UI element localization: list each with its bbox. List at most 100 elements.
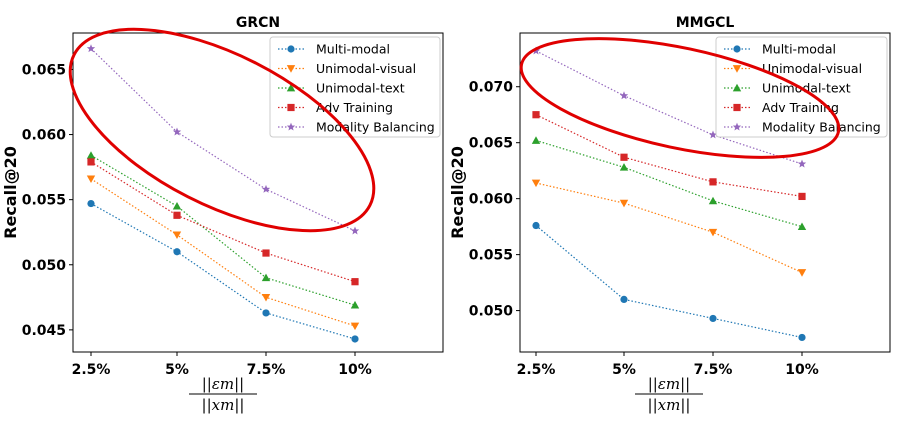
legend-marker — [733, 45, 741, 53]
x-axis-label-denominator: ||xm|| — [202, 396, 245, 414]
series-line-multi-modal — [535, 225, 803, 339]
legend-label: Adv Training — [316, 100, 393, 115]
series-line-modality-balancing — [90, 48, 356, 232]
y-tick-label: 0.065 — [22, 62, 66, 78]
data-point-multi-modal — [709, 314, 717, 323]
x-tick-label: 7.5% — [694, 362, 733, 378]
data-point-unimodal-visual — [261, 293, 271, 302]
legend-marker — [286, 65, 296, 73]
y-tick-label: 0.060 — [469, 192, 514, 208]
legend-label: Modality Balancing — [316, 120, 435, 135]
y-tick-label: 0.045 — [22, 323, 66, 339]
data-point-unimodal-text — [531, 136, 541, 144]
y-axis-label: Recall@20 — [448, 146, 467, 239]
legend-label: Multi-modal — [762, 42, 836, 57]
data-point-unimodal-text — [708, 196, 718, 205]
data-point-adv-training — [262, 249, 270, 257]
data-point-multi-modal — [532, 221, 540, 230]
legend-label: Unimodal-visual — [762, 61, 862, 76]
legend: Multi-modal Unimodal-visual Unimodal-text A… — [269, 36, 441, 138]
legend-label: Unimodal-visual — [316, 61, 416, 76]
data-point-unimodal-visual — [172, 231, 182, 240]
x-axis-label-numerator: ||εm|| — [648, 375, 691, 393]
x-tick-label: 2.5% — [517, 362, 556, 378]
y-tick-label: 0.055 — [22, 193, 66, 209]
data-point-multi-modal — [351, 335, 359, 343]
chart-title: MMGCL — [676, 15, 735, 31]
x-tick-label: 10% — [338, 362, 372, 378]
x-axis-label-denominator: ||xm|| — [648, 396, 691, 414]
data-point-unimodal-text — [797, 222, 807, 230]
series-line-unimodal-text — [90, 154, 356, 306]
y-tick-label: 0.065 — [469, 136, 513, 152]
legend-label: Modality Balancing — [762, 120, 881, 135]
y-tick-label: 0.050 — [22, 258, 67, 274]
data-point-adv-training — [532, 111, 540, 119]
chart-title: GRCN — [236, 15, 280, 31]
axes-frame — [519, 32, 891, 353]
data-point-modality-balancing — [350, 226, 360, 235]
series-line-modality-balancing — [535, 50, 803, 165]
data-point-adv-training — [709, 178, 717, 186]
y-axis-label: Recall@20 — [1, 146, 20, 239]
series-line-adv-training — [535, 114, 803, 198]
legend-label: Unimodal-text — [316, 81, 405, 96]
data-point-unimodal-visual — [350, 322, 360, 331]
data-point-unimodal-visual — [531, 179, 541, 188]
data-point-unimodal-visual — [797, 269, 807, 277]
series-line-multi-modal — [90, 203, 356, 340]
data-point-unimodal-text — [261, 273, 271, 282]
y-tick-label: 0.050 — [469, 304, 514, 320]
legend-label: Multi-modal — [316, 42, 390, 57]
legend-marker — [287, 103, 295, 112]
legend-marker — [732, 122, 742, 131]
x-tick-label: 10% — [785, 362, 819, 378]
data-point-adv-training — [87, 158, 95, 166]
chart-panel-grcn: GRCN 0.045 0.050 0.055 0.060 0.065 2.5% 5% 7.5% 1… — [1, 15, 444, 414]
legend-box — [269, 36, 441, 138]
legend-label: Unimodal-text — [762, 81, 851, 96]
highlight-ellipse — [519, 37, 841, 159]
series-line-unimodal-visual — [90, 178, 356, 327]
series-line-unimodal-visual — [535, 182, 803, 274]
data-point-adv-training — [798, 192, 806, 201]
chart-panel-mmgcl: MMGCL 0.050 0.055 0.060 0.065 0.070 2.5% 5% 7.5%… — [448, 15, 891, 414]
y-tick-label: 0.070 — [469, 80, 514, 96]
x-tick-label: 5% — [165, 362, 189, 378]
y-tick-label: 0.060 — [22, 128, 67, 144]
data-point-unimodal-visual — [619, 199, 629, 208]
highlight-ellipse — [68, 27, 376, 233]
data-point-modality-balancing — [797, 159, 807, 168]
data-point-adv-training — [351, 278, 359, 286]
x-axis-label-numerator: ||εm|| — [202, 375, 245, 393]
data-point-unimodal-visual — [708, 228, 718, 237]
data-point-adv-training — [620, 153, 628, 161]
legend-marker — [732, 83, 742, 92]
data-point-multi-modal — [87, 199, 95, 208]
data-point-multi-modal — [620, 295, 628, 303]
series-line-unimodal-text — [535, 139, 803, 228]
data-point-multi-modal — [173, 248, 181, 256]
legend-label: Adv Training — [762, 100, 839, 115]
data-point-unimodal-text — [86, 151, 96, 159]
data-point-multi-modal — [798, 333, 806, 342]
legend-marker — [286, 122, 296, 131]
data-point-unimodal-text — [172, 201, 182, 210]
data-point-modality-balancing — [86, 44, 96, 53]
data-point-unimodal-visual — [86, 175, 96, 184]
data-point-modality-balancing — [708, 130, 718, 139]
data-point-unimodal-text — [619, 163, 629, 171]
y-tick-label: 0.055 — [469, 248, 513, 264]
legend-marker — [286, 83, 296, 92]
data-point-unimodal-text — [350, 300, 360, 309]
data-point-modality-balancing — [172, 127, 182, 136]
x-tick-label: 5% — [612, 362, 636, 378]
data-point-multi-modal — [262, 309, 270, 317]
axes-frame — [72, 32, 444, 353]
data-point-adv-training — [173, 211, 181, 219]
x-tick-label: 2.5% — [72, 362, 111, 378]
data-point-modality-balancing — [619, 91, 629, 100]
legend-marker — [287, 45, 295, 53]
legend-marker — [732, 65, 742, 73]
